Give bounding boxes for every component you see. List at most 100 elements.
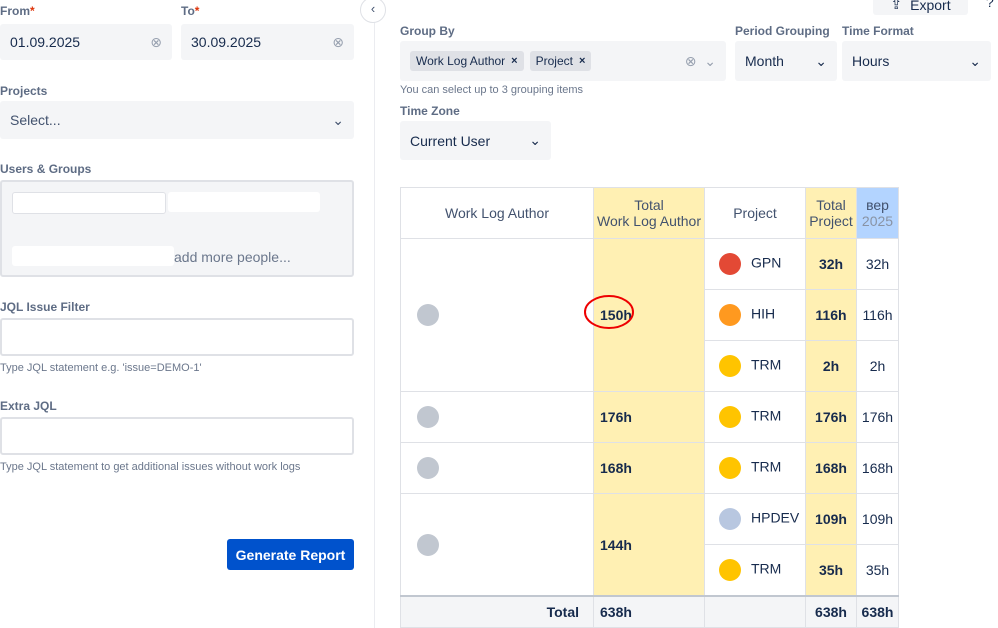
jql-input[interactable] [0,318,354,356]
project-total: 176h [805,391,857,443]
to-label: To* [181,4,199,18]
project-icon [719,508,741,530]
header-cell: Work Log Author [400,187,594,239]
project-total: 116h [805,289,857,341]
extra-jql-label: Extra JQL [0,399,57,413]
value: Hours [852,53,890,69]
header-line: Work Log Author [596,213,702,229]
empty-cell [704,595,806,628]
project-cell: TRM [704,340,806,392]
period-value: 116h [856,289,899,341]
author-total: 168h [593,442,705,494]
avatar [417,457,439,479]
table-body: 150h GPN 32h 32h HIH 116h 116h TRM 2h 2h 176h TRM 17… [400,238,899,597]
text: Project [535,54,573,68]
total-cell: 638h [805,595,857,628]
user-chip [12,246,174,266]
user-chip [168,192,320,212]
group-by-hint: You can select up to 3 grouping items [400,84,584,96]
period-label: Period Grouping [735,24,830,38]
annotation [584,295,634,329]
project-key: HPDEV [751,509,800,526]
project-key: TRM [751,407,782,424]
timezone-label: Time Zone [400,104,460,118]
extra-jql-hint: Type JQL statement to get additional iss… [0,461,301,473]
placeholder: add more people... [174,249,291,265]
generate-button[interactable]: Generate Report [227,539,354,570]
project-cell: HIH [704,289,806,341]
total-row: Total 638h 638h 638h [400,595,899,628]
project-icon [719,355,741,377]
value: Current User [410,132,491,149]
user-chip [12,192,166,214]
header-line: Project [809,213,853,229]
project-cell: GPN [704,238,806,290]
avatar [417,304,439,326]
project-key: HIH [751,305,776,322]
project-icon [719,559,741,581]
projects-label: Projects [0,84,48,98]
table-row: 176h TRM 176h 176h [400,391,899,443]
jql-label: JQL Issue Filter [0,300,90,314]
from-label: From* [0,4,35,18]
table-foot: Total 638h 638h 638h [400,595,899,628]
table-head: Work Log Author Total Work Log Author Proje… [400,187,899,239]
period-value: 35h [856,544,899,597]
project-cell: TRM [704,442,806,494]
table-row: HIH 116h 116h [401,289,899,341]
avatar [417,406,439,428]
report-table: Work Log Author Total Work Log Author Proje… [400,187,899,628]
required: * [30,4,35,18]
project-key: TRM [751,458,782,475]
text: From [0,4,30,18]
format-select[interactable]: Hours ⌄ [842,41,991,81]
period-value: 109h [856,493,899,545]
author-cell [400,238,594,392]
from-input[interactable]: 01.09.2025 ⊗ [0,24,172,60]
value: 30.09.2025 [191,34,262,50]
table-row: TRM 35h 35h [401,544,899,597]
header-cell: вер 2025 [856,187,899,239]
header-cell: Total Work Log Author [593,187,705,239]
project-key: TRM [751,560,782,577]
value: 01.09.2025 [10,34,81,50]
extra-jql-input[interactable] [0,417,354,455]
text: Export [910,0,951,13]
collapse-button[interactable]: ‹ [360,0,386,23]
table-row: 150h GPN 32h 32h [400,238,899,392]
users-label: Users & Groups [0,162,92,176]
timezone-select[interactable]: Current User ⌄ [400,121,551,160]
project-total: 109h [805,493,857,545]
group-by-label: Group By [400,24,455,38]
project-total: 2h [805,340,857,392]
total-cell: 638h [593,595,705,628]
value: Month [745,53,784,69]
text: To [181,4,195,18]
period-select[interactable]: Month ⌄ [735,41,837,81]
table-row: TRM 2h 2h [401,340,899,392]
period-value: 176h [856,391,899,443]
author-cell [400,391,594,443]
project-total: 32h [805,238,857,290]
project-key: TRM [751,356,782,373]
header-cell: Total Project [805,187,857,239]
jql-hint: Type JQL statement e.g. 'issue=DEMO-1' [0,362,202,374]
header-line: Total [816,197,846,213]
group-chip: Project × [529,51,592,71]
group-by-select[interactable]: Work Log Author × Project × ⊗ ⌄ [400,41,726,81]
project-key: GPN [751,254,782,271]
author-total: 176h [593,391,705,443]
header-cell: Project [704,187,806,239]
avatar [417,533,439,556]
period-value: 168h [856,442,899,494]
users-box[interactable]: add more people... [0,180,354,277]
table-row: 144h HPDEV 109h 109h [400,493,899,597]
author-total: 144h [593,493,705,597]
export-button[interactable]: ⇪ Export [873,0,968,15]
author-total: 150h [593,238,705,392]
text: Work Log Author [416,54,506,68]
to-input[interactable]: 30.09.2025 ⊗ [181,24,354,60]
help[interactable]: ? [986,0,994,10]
projects-select[interactable]: Select... ⌄ [0,101,354,139]
